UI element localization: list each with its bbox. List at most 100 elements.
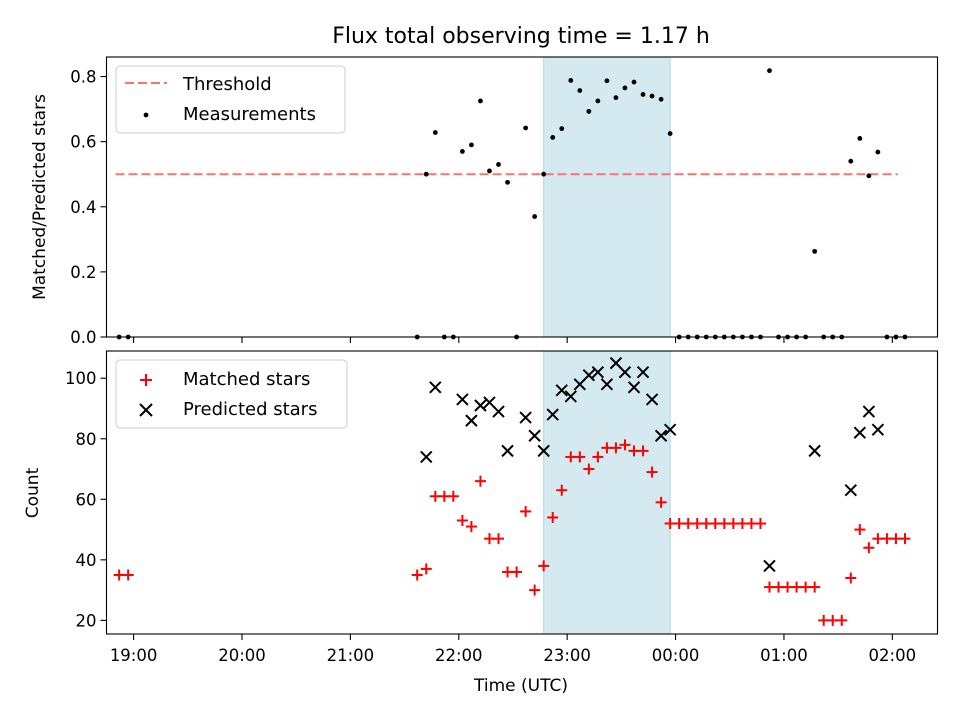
- matched-stars-series: [113, 439, 911, 626]
- matched-star-point: [655, 496, 667, 508]
- x-marker-b: [654, 429, 668, 442]
- x-axis-label: Time (UTC): [473, 676, 568, 696]
- predicted-star-point: [663, 423, 677, 436]
- bottom-y-tick-label: 60: [76, 490, 97, 509]
- measurement-point: [595, 98, 601, 104]
- measurement-point: [586, 108, 592, 114]
- bottom-legend-box: [115, 359, 348, 429]
- x-marker-b: [483, 396, 496, 409]
- measurement-point: [541, 171, 547, 177]
- predicted-star-point: [654, 429, 668, 442]
- observing-window-span: [543, 350, 671, 635]
- matched-star-point: [836, 614, 848, 626]
- matched-star-point: [583, 463, 595, 475]
- measurement-point: [857, 135, 863, 141]
- matched-star-point: [556, 484, 568, 496]
- measurement-point: [640, 92, 646, 97]
- measurements-legend-marker: [143, 112, 149, 118]
- x-marker-b: [808, 444, 821, 458]
- matched-star-point: [574, 451, 586, 463]
- measurement-point: [487, 168, 492, 174]
- predicted-star-point: [853, 426, 867, 439]
- matched-star-point: [809, 581, 821, 593]
- threshold-legend-label: Threshold: [182, 74, 272, 95]
- predicted-star-point: [591, 365, 605, 379]
- x-marker-b: [636, 365, 650, 379]
- x-marker-b: [582, 369, 596, 382]
- predicted-star-point: [528, 429, 541, 442]
- bottom-legend: Matched stars Predicted stars: [115, 359, 348, 429]
- measurement-point: [523, 125, 529, 131]
- x-tick-label: 01:00: [760, 646, 808, 665]
- x-marker-b: [537, 444, 550, 458]
- measurement-point: [848, 158, 854, 164]
- top-y-tick-label: 0.4: [70, 198, 96, 217]
- x-marker-b: [456, 393, 469, 406]
- predicted-star-point: [429, 381, 442, 394]
- x-marker-b: [862, 405, 876, 418]
- predicted-star-point: [501, 444, 514, 458]
- predicted-star-point: [844, 484, 857, 497]
- top-legend-box: [115, 65, 346, 134]
- x-tick-label: 19:00: [110, 646, 158, 665]
- matched-star-point: [474, 475, 486, 487]
- measurement-point: [577, 88, 583, 93]
- matched-star-point: [447, 490, 459, 502]
- bottom-panel: 20 40 60 80 100 19:00 20:00 21:00 22:00 23:00 00:…: [23, 350, 939, 696]
- matched-star-point: [854, 524, 866, 536]
- matched-star-point: [637, 445, 649, 457]
- bottom-y-axis-label: Count: [23, 467, 43, 518]
- x-marker-b: [844, 484, 857, 497]
- x-marker-b: [564, 390, 577, 403]
- x-tick-label: 20:00: [218, 646, 266, 665]
- predicted-star-point: [546, 408, 559, 421]
- matched-stars-legend-marker: [140, 374, 152, 386]
- predicted-star-point: [582, 369, 596, 382]
- x-marker-b: [627, 381, 641, 394]
- matched-star-point: [511, 566, 523, 578]
- bottom-y-tick-label: 80: [76, 430, 97, 449]
- measurement-point: [532, 214, 538, 219]
- chart-title: Flux total observing time = 1.17 h: [332, 24, 710, 49]
- x-marker-b: [492, 405, 505, 418]
- predicted-star-point: [618, 365, 632, 379]
- x-marker-b: [645, 393, 659, 406]
- measurement-point: [423, 171, 429, 177]
- measurement-point: [649, 93, 655, 99]
- measurement-point: [568, 78, 574, 83]
- x-marker-b: [609, 356, 623, 370]
- matched-star-point: [754, 518, 766, 530]
- matched-star-point: [122, 569, 134, 581]
- matched-star-point: [619, 439, 631, 451]
- predicted-stars-legend-marker: [139, 403, 153, 417]
- bottom-y-tick-label: 100: [65, 369, 97, 388]
- matched-star-point: [538, 560, 550, 572]
- x-tick-label: 23:00: [543, 646, 591, 665]
- matched-star-point: [610, 442, 622, 454]
- measurement-point: [505, 179, 510, 185]
- predicted-star-point: [636, 365, 650, 379]
- measurements-legend-label: Measurements: [183, 104, 316, 125]
- predicted-star-point: [871, 423, 885, 436]
- matched-star-point: [592, 451, 604, 463]
- bottom-y-axis-ticks: 20 40 60 80 100: [65, 369, 107, 630]
- measurement-point: [559, 126, 565, 132]
- predicted-star-point: [645, 393, 659, 406]
- top-y-tick-label: 0.6: [70, 133, 96, 152]
- top-legend: Threshold Measurements: [115, 65, 346, 134]
- matched-star-point: [493, 533, 505, 545]
- measurement-point: [658, 96, 664, 102]
- bottom-y-tick-label: 40: [76, 551, 97, 570]
- matched-star-point: [420, 563, 432, 575]
- matched-star-point: [863, 542, 875, 554]
- predicted-star-point: [456, 393, 469, 406]
- bottom-x-axis-ticks: 19:00 20:00 21:00 22:00 23:00 00:00 01:00 02:00: [110, 634, 916, 665]
- predicted-star-point: [474, 399, 487, 412]
- matched-star-point: [547, 511, 559, 523]
- measurement-point: [767, 68, 772, 74]
- predicted-star-point: [519, 411, 532, 424]
- predicted-star-point: [564, 390, 577, 403]
- x-marker-b: [519, 411, 532, 424]
- predicted-star-point: [537, 444, 550, 458]
